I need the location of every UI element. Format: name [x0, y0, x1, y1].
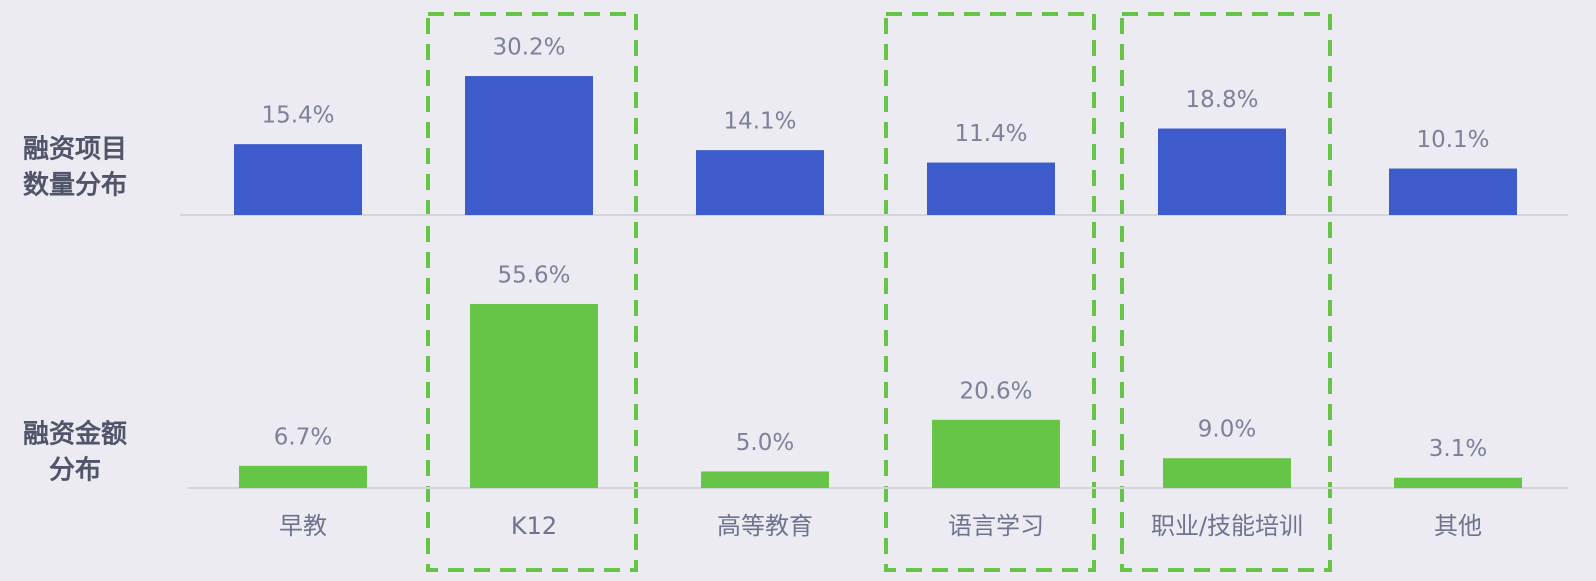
bar [1394, 477, 1522, 488]
value-label: 15.4% [261, 103, 334, 129]
row-title: 分布 [49, 456, 101, 486]
value-label: 9.0% [1198, 417, 1256, 443]
value-label: 18.8% [1185, 87, 1258, 113]
x-tick-label: 语言学习 [948, 512, 1044, 540]
bar [234, 144, 362, 215]
bar [239, 465, 367, 488]
value-label: 30.2% [492, 35, 565, 61]
row-title: 数量分布 [23, 171, 127, 201]
row-title: 融资项目 [23, 135, 127, 165]
bar [1389, 168, 1517, 215]
bar [701, 471, 829, 488]
value-label: 20.6% [959, 378, 1032, 404]
highlight-box [1120, 12, 1332, 572]
value-label: 14.1% [723, 109, 796, 135]
highlight-boxes [426, 12, 1332, 572]
x-tick-label: 高等教育 [717, 512, 813, 540]
value-label: 11.4% [954, 121, 1027, 147]
x-tick-label: 早教 [279, 512, 327, 540]
value-label: 5.0% [736, 430, 794, 456]
value-label: 10.1% [1416, 127, 1489, 153]
bar [927, 162, 1055, 215]
x-tick-label: 职业/技能培训 [1151, 512, 1303, 540]
value-label: 6.7% [274, 424, 332, 450]
bar [470, 303, 598, 488]
value-label: 55.6% [497, 262, 570, 288]
bar [932, 419, 1060, 488]
value-label: 3.1% [1429, 436, 1487, 462]
highlight-box [426, 12, 638, 572]
bar [1163, 458, 1291, 488]
bar [1158, 128, 1286, 215]
highlight-box [884, 12, 1096, 572]
bar [465, 76, 593, 215]
bar [696, 150, 824, 215]
x-tick-label: K12 [511, 512, 557, 540]
row-title: 融资金额 [23, 419, 127, 450]
x-tick-label: 其他 [1434, 512, 1482, 540]
